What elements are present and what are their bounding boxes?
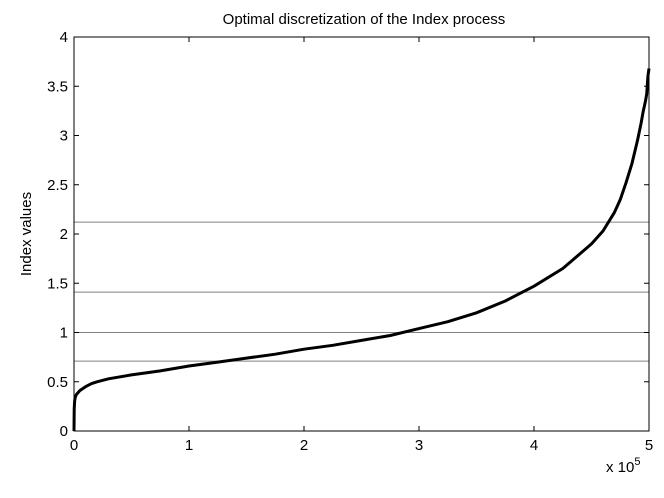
chart-title: Optimal discretization of the Index proc… (223, 11, 506, 28)
x-tick-label-4: 4 (530, 437, 538, 454)
y-tick-label-4: 2 (60, 226, 68, 243)
x-tick-label-2: 2 (300, 437, 308, 454)
x-tick-label-5: 5 (645, 437, 653, 454)
y-tick-label-2: 1 (60, 325, 68, 342)
y-tick-label-7: 3.5 (47, 78, 68, 95)
y-tick-label-6: 3 (60, 128, 68, 145)
x-tick-label-3: 3 (415, 437, 423, 454)
threshold-lines (74, 221, 649, 362)
y-tick-label-8: 4 (60, 29, 68, 46)
y-tick-label-0: 0 (60, 423, 68, 440)
y-tick-label-3: 1.5 (47, 275, 68, 292)
series-curves (72, 68, 651, 432)
y-tick-label-1: 0.5 (47, 374, 68, 391)
y-axis-label: Index values (18, 192, 35, 276)
x-tick-label-1: 1 (185, 437, 193, 454)
axis-ticks: 0 1 2 3 4 5 0 0.5 1 1.5 2 2.5 3 3.5 4 (47, 29, 653, 454)
y-tick-label-5: 2.5 (47, 177, 68, 194)
x-tick-label-0: 0 (70, 437, 78, 454)
series-line-0 (72, 68, 651, 432)
x-multiplier-label: x 105 (606, 456, 640, 476)
